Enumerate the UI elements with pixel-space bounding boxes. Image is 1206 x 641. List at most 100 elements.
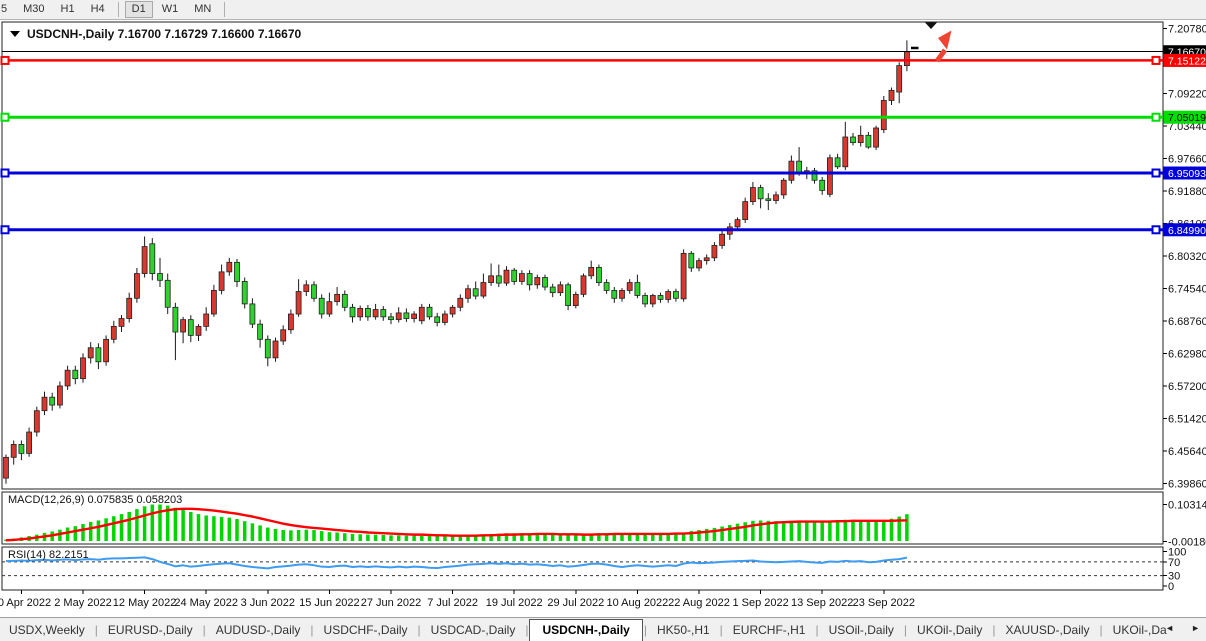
candle-up (457, 297, 464, 308)
tab-scroll-left-icon[interactable]: ◄ (1165, 623, 1174, 633)
chart-tab-ukoil-daily[interactable]: UKOil-,Daily (917, 623, 983, 637)
up-arrow-annotation[interactable] (934, 30, 952, 63)
macd-histogram-bar (58, 529, 62, 541)
macd-histogram-bar (242, 521, 247, 541)
chart-tab-usdcad-daily[interactable]: USDCAD-,Daily (430, 623, 516, 637)
chart-tab-eurusd-daily[interactable]: EURUSD-,Daily (107, 623, 193, 637)
candle-up (226, 261, 233, 273)
candle-up (110, 325, 117, 340)
line-handle[interactable] (0, 225, 10, 235)
symbol-dropdown-icon[interactable] (10, 31, 20, 37)
price-tick-label: 7.20780 (1168, 24, 1206, 36)
candle-down (187, 319, 194, 336)
candle-up (41, 396, 48, 412)
chart-tab-audusd-daily[interactable]: AUDUSD-,Daily (215, 623, 301, 637)
macd-histogram-bar (396, 535, 401, 541)
candle-up (411, 313, 418, 319)
macd-histogram-bar (566, 534, 570, 541)
candle-down (49, 396, 56, 406)
candle-up (557, 284, 564, 294)
candle-up (287, 313, 294, 331)
chart-tab-ukoil-da[interactable]: UKOil-,Da (1112, 623, 1167, 637)
price-tick-label: 6.62980 (1168, 348, 1206, 360)
macd-histogram-bar (866, 520, 871, 541)
candle-down (311, 284, 317, 299)
chart-title-text: USDCNH-,Daily 7.16700 7.16729 7.16600 7.… (27, 27, 302, 41)
line-handle[interactable] (1151, 225, 1161, 235)
macd-histogram-bar (612, 533, 617, 541)
line-handle[interactable] (0, 55, 10, 65)
price-tick-label: 6.97660 (1168, 154, 1206, 166)
macd-histogram-bar (658, 533, 663, 541)
date-label: 19 Jul 2022 (486, 597, 543, 609)
macd-histogram-bar (327, 532, 332, 541)
macd-histogram-bar (574, 534, 578, 541)
timeframe-button-h4[interactable]: H4 (90, 3, 105, 15)
blue-line-1-badge: 6.95093 (1163, 166, 1206, 180)
price-tick-label: 6.68760 (1168, 316, 1206, 328)
candle-up (133, 273, 140, 299)
macd-histogram-bar (258, 525, 262, 541)
candle-up (480, 282, 487, 297)
candle-down (434, 316, 441, 323)
macd-histogram-bar (350, 533, 355, 541)
macd-histogram-bar (196, 514, 201, 541)
macd-histogram-bar (627, 533, 632, 541)
macd-histogram-bar (227, 517, 232, 541)
candle-down (380, 309, 387, 318)
macd-histogram-bar (212, 516, 216, 541)
candle-up (272, 340, 279, 359)
macd-axis-label: 0.103149 (1168, 499, 1206, 511)
chart-canvas[interactable]: 7.207807.092207.034406.976606.918806.861… (0, 0, 1206, 617)
macd-indicator: MACD(12,26,9) 0.075835 0.058203 0.103149 -… (4, 494, 1206, 549)
price-tick-label: 6.45640 (1168, 446, 1206, 458)
timeframe-button-h1[interactable]: H1 (60, 3, 75, 15)
candle-down (249, 303, 256, 325)
macd-histogram-bar (820, 522, 824, 541)
main-price-panel[interactable] (1, 21, 1164, 490)
timeframe-button-5[interactable]: 5 (1, 3, 8, 15)
macd-histogram-bar (589, 533, 593, 541)
chart-tab-usdx-weekly[interactable]: USDX,Weekly (9, 623, 85, 637)
chart-tab-xauusd-daily[interactable]: XAUUSD-,Daily (1005, 623, 1090, 637)
candle-up (141, 246, 148, 274)
timeframe-button-d1[interactable]: D1 (124, 1, 153, 18)
line-handle[interactable] (1151, 112, 1161, 122)
line-handle[interactable] (1151, 55, 1161, 65)
candle-down (865, 134, 872, 148)
chart-tab-usdcnh-daily[interactable]: USDCNH-,Daily (529, 619, 643, 641)
price-axis[interactable]: 7.207807.092207.034406.976606.918806.861… (1163, 24, 1206, 491)
timeframe-button-m30[interactable]: M30 (23, 3, 45, 15)
alert-triangle-marker[interactable] (925, 22, 937, 30)
candle-down (241, 281, 248, 305)
macd-histogram-bar (697, 530, 701, 541)
macd-histogram-bar (389, 535, 393, 541)
date-label: 7 Jul 2022 (427, 597, 478, 609)
chart-tab-eurchf-h1[interactable]: EURCHF-,H1 (732, 623, 806, 637)
candle-up (57, 385, 63, 406)
macd-histogram-bar (489, 533, 493, 541)
candle-up (64, 369, 71, 387)
timeframe-button-w1[interactable]: W1 (161, 3, 179, 15)
tab-separator: | (94, 623, 98, 637)
chart-tab-usoil-daily[interactable]: USOil-,Daily (828, 623, 894, 637)
macd-histogram-bar (443, 536, 447, 541)
chart-tab-usdchf-daily[interactable]: USDCHF-,Daily (323, 623, 408, 637)
timeframe-button-mn[interactable]: MN (194, 3, 212, 15)
rsi-panel[interactable] (1, 546, 1164, 591)
line-handle[interactable] (0, 168, 10, 178)
tab-scroll-right-icon[interactable]: ► (1191, 623, 1200, 633)
macd-histogram-bar (412, 535, 416, 541)
candle-down (18, 444, 25, 454)
line-handle[interactable] (0, 112, 10, 122)
symbol-tabbar: USDX,Weekly | EURUSD-,Daily | AUDUSD-,Daily |… (0, 617, 1206, 641)
line-handle[interactable] (1151, 168, 1161, 178)
chart-tab-hk50-h1[interactable]: HK50-,H1 (656, 623, 710, 637)
candle-up (303, 284, 310, 292)
macd-histogram-bar (373, 534, 378, 541)
macd-histogram-bar (497, 533, 501, 541)
blue-line-2-badge: 6.84990 (1163, 223, 1206, 237)
candle-up (295, 291, 302, 315)
candle-down (264, 338, 271, 359)
